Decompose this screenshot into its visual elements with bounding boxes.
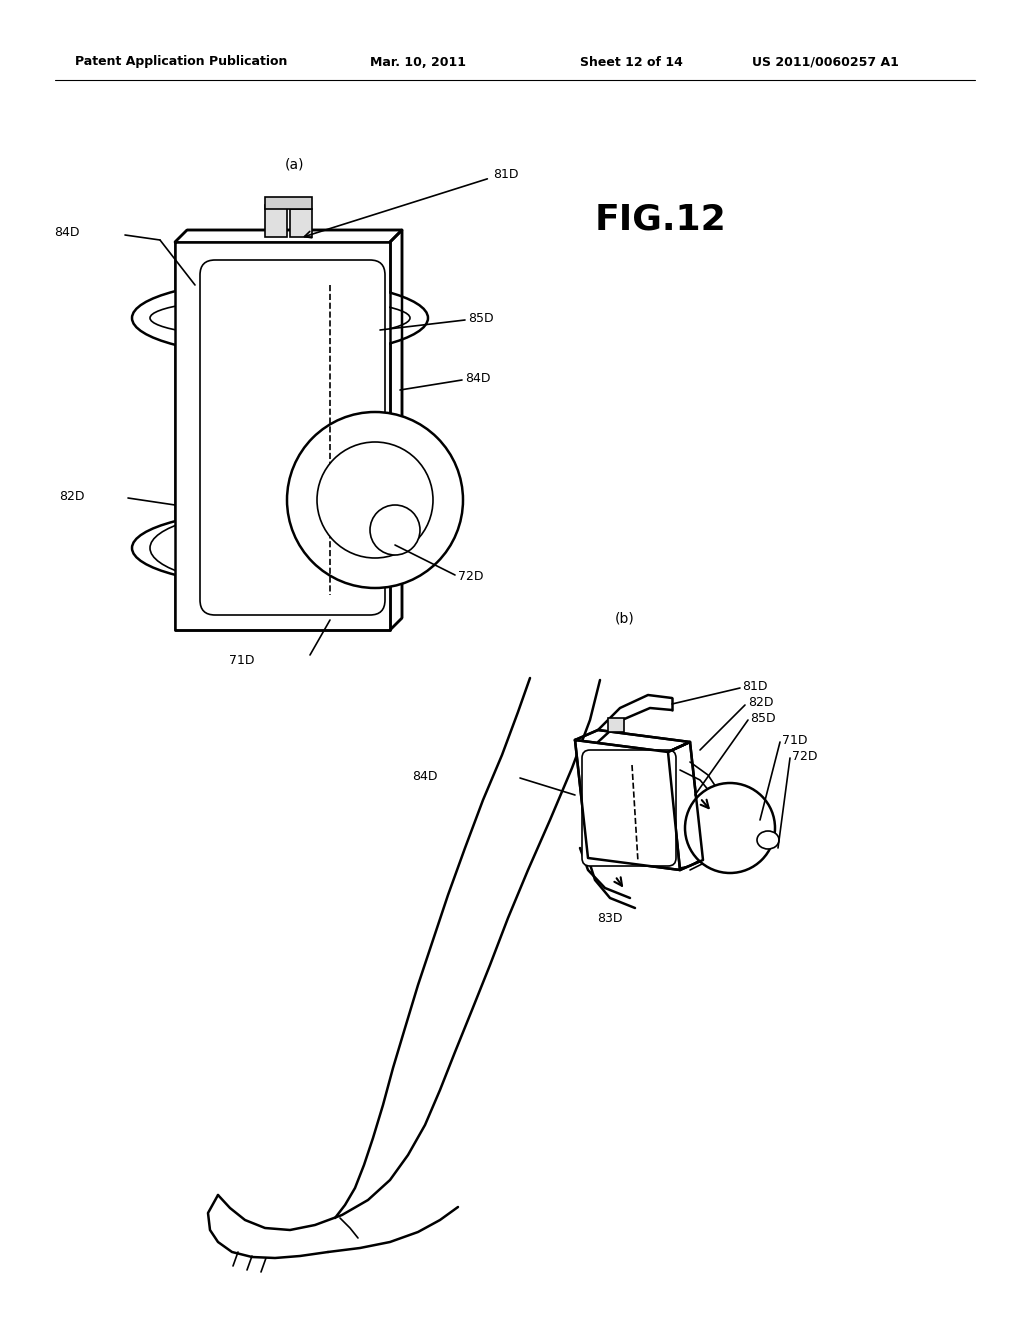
Text: 82D: 82D bbox=[59, 490, 85, 503]
Text: 85D: 85D bbox=[468, 312, 494, 325]
Text: 71D: 71D bbox=[229, 653, 255, 667]
Text: (a): (a) bbox=[286, 158, 305, 172]
Text: 84D: 84D bbox=[54, 226, 80, 239]
Ellipse shape bbox=[132, 510, 428, 586]
Bar bbox=[290, 209, 312, 238]
Ellipse shape bbox=[685, 783, 775, 873]
Ellipse shape bbox=[287, 412, 463, 587]
Ellipse shape bbox=[150, 298, 410, 338]
Text: 84D: 84D bbox=[465, 371, 490, 384]
Bar bbox=[265, 205, 287, 238]
Text: Sheet 12 of 14: Sheet 12 of 14 bbox=[580, 55, 683, 69]
Text: (b): (b) bbox=[615, 611, 635, 624]
Bar bbox=[608, 718, 624, 733]
FancyBboxPatch shape bbox=[200, 260, 385, 615]
Ellipse shape bbox=[370, 506, 420, 554]
FancyBboxPatch shape bbox=[582, 750, 676, 866]
Ellipse shape bbox=[150, 510, 410, 586]
Text: FIG.12: FIG.12 bbox=[595, 203, 727, 238]
Text: 72D: 72D bbox=[458, 570, 483, 583]
Text: Patent Application Publication: Patent Application Publication bbox=[75, 55, 288, 69]
Text: 83D: 83D bbox=[597, 912, 623, 924]
Text: 85D: 85D bbox=[750, 711, 775, 725]
Ellipse shape bbox=[132, 280, 428, 356]
Polygon shape bbox=[575, 741, 680, 870]
Ellipse shape bbox=[757, 832, 779, 849]
Text: US 2011/0060257 A1: US 2011/0060257 A1 bbox=[752, 55, 899, 69]
Text: 71D: 71D bbox=[782, 734, 808, 747]
Bar bbox=[176, 243, 389, 630]
Text: 72D: 72D bbox=[792, 750, 817, 763]
Text: Mar. 10, 2011: Mar. 10, 2011 bbox=[370, 55, 466, 69]
Text: 84D: 84D bbox=[413, 770, 438, 783]
Text: 81D: 81D bbox=[742, 680, 768, 693]
Text: 81D: 81D bbox=[493, 169, 518, 181]
Text: 82D: 82D bbox=[748, 697, 773, 710]
Ellipse shape bbox=[317, 442, 433, 558]
Bar bbox=[265, 197, 312, 209]
